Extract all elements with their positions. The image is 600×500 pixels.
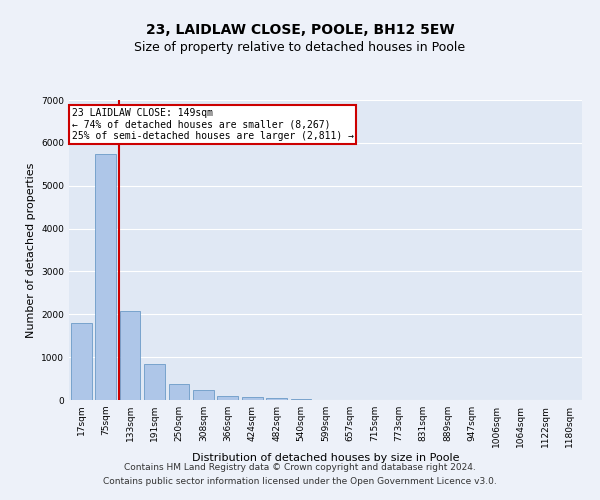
Bar xyxy=(193,390,214,400)
Text: 23 LAIDLAW CLOSE: 149sqm
← 74% of detached houses are smaller (8,267)
25% of sem: 23 LAIDLAW CLOSE: 149sqm ← 74% of detach… xyxy=(71,108,353,140)
Text: 23, LAIDLAW CLOSE, POOLE, BH12 5EW: 23, LAIDLAW CLOSE, POOLE, BH12 5EW xyxy=(146,22,454,36)
Bar xyxy=(119,312,140,400)
Bar xyxy=(242,397,263,400)
Text: Contains public sector information licensed under the Open Government Licence v3: Contains public sector information licen… xyxy=(103,478,497,486)
Text: Contains HM Land Registry data © Crown copyright and database right 2024.: Contains HM Land Registry data © Crown c… xyxy=(124,462,476,471)
Bar xyxy=(266,398,287,400)
Bar xyxy=(217,396,238,400)
Text: Size of property relative to detached houses in Poole: Size of property relative to detached ho… xyxy=(134,41,466,54)
Bar xyxy=(169,384,190,400)
X-axis label: Distribution of detached houses by size in Poole: Distribution of detached houses by size … xyxy=(192,452,459,462)
Bar xyxy=(71,323,92,400)
Bar xyxy=(95,154,116,400)
Bar xyxy=(144,364,165,400)
Bar xyxy=(290,398,311,400)
Y-axis label: Number of detached properties: Number of detached properties xyxy=(26,162,35,338)
